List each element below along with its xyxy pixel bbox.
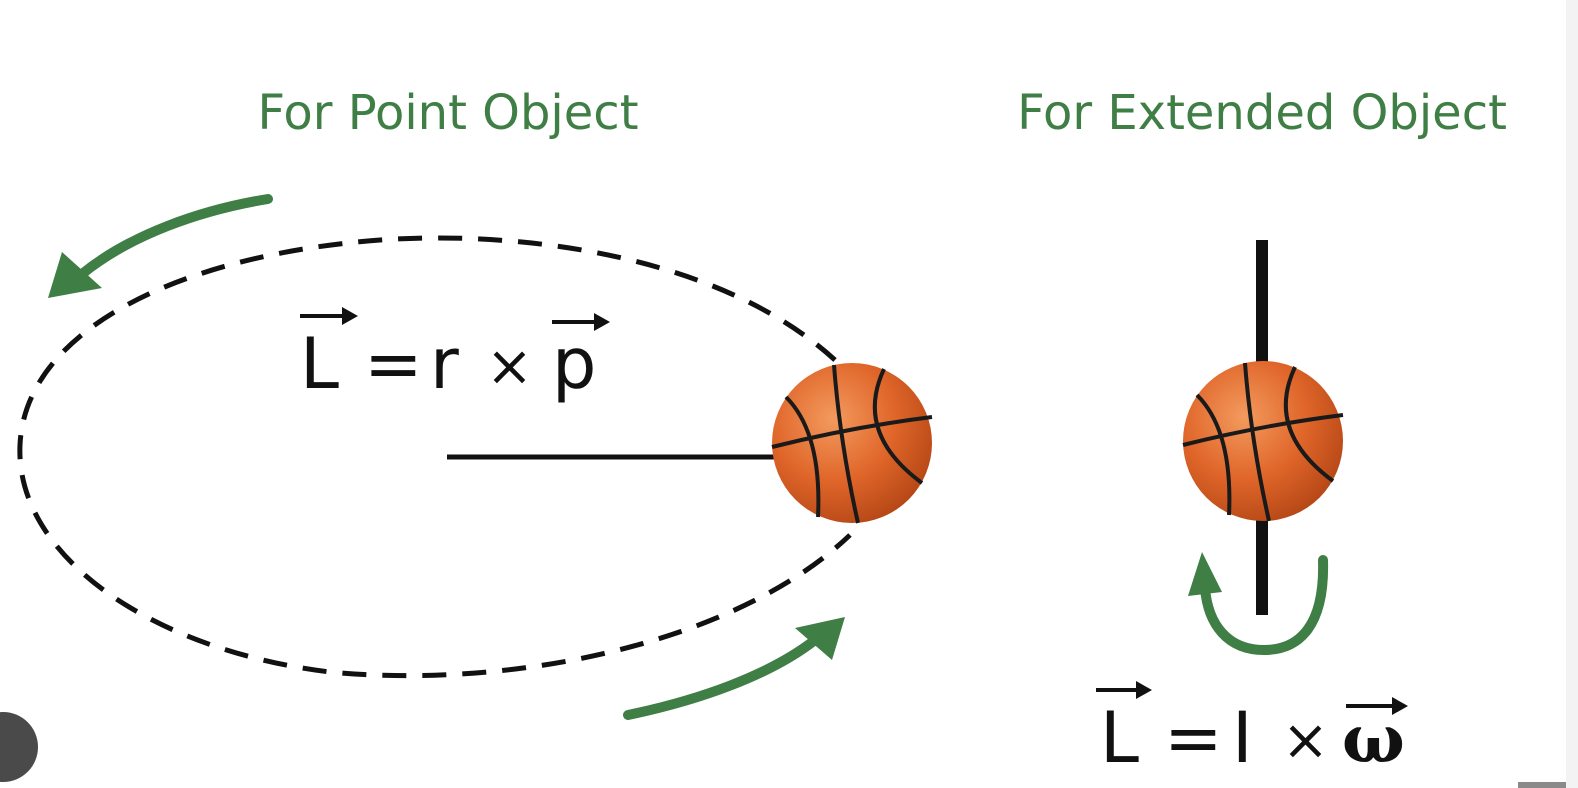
- curved-arrow-icon: [623, 617, 845, 720]
- rotation-arrow-icon: [1188, 552, 1329, 656]
- basketball-icon: [1181, 359, 1345, 523]
- equation-I: I: [1232, 697, 1253, 779]
- equation-L: L: [300, 323, 339, 405]
- curved-arrow-icon: [48, 194, 273, 298]
- extended-object-equation: L = I × ω: [1096, 681, 1408, 779]
- corner-scroll-bar: [1518, 782, 1566, 788]
- point-object-equation: L = r × p: [300, 307, 610, 405]
- basketball-icon: [770, 361, 934, 525]
- equation-p: p: [552, 323, 596, 405]
- equation-equals: =: [1164, 697, 1223, 779]
- equation-L: L: [1100, 697, 1139, 779]
- dashed-orbit-path: [17, 235, 852, 679]
- equation-times: ×: [486, 334, 533, 399]
- vector-arrow-icon: [1096, 681, 1152, 699]
- equation-equals: =: [364, 323, 423, 405]
- extended-object-title: For Extended Object: [1017, 85, 1507, 141]
- equation-times: ×: [1282, 708, 1329, 773]
- point-object-title: For Point Object: [257, 85, 638, 141]
- vector-arrow-icon: [1346, 697, 1408, 715]
- vector-arrow-icon: [552, 313, 610, 331]
- vector-arrow-icon: [300, 307, 358, 325]
- right-edge-strip: [1566, 0, 1578, 788]
- equation-r: r: [430, 323, 459, 405]
